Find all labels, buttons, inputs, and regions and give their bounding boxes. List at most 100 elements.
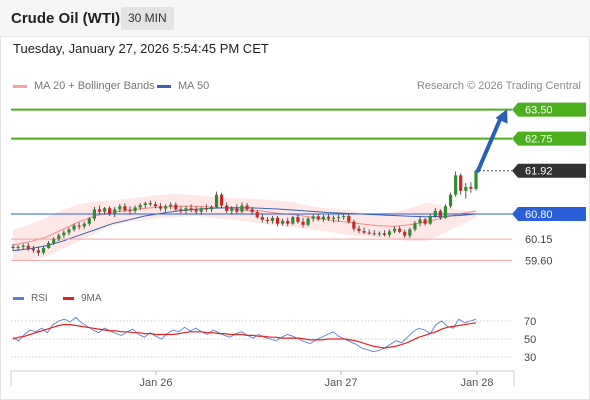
ma9-label: 9MA xyxy=(81,293,102,304)
candle-body xyxy=(275,217,280,224)
timeframe-button[interactable]: 30 MIN xyxy=(121,7,174,30)
rsi-series-9ma xyxy=(12,322,477,349)
candle xyxy=(296,214,300,224)
candle xyxy=(77,222,81,230)
candle-body xyxy=(331,217,336,219)
candle xyxy=(82,221,86,229)
candle-body xyxy=(209,207,214,210)
candle-body xyxy=(169,204,173,207)
candle xyxy=(352,219,356,232)
candle xyxy=(57,233,61,242)
candle xyxy=(16,244,20,251)
candle-body xyxy=(377,233,381,235)
candle-body xyxy=(16,246,20,249)
candle xyxy=(281,218,285,226)
candle-body xyxy=(11,246,15,249)
candle-body xyxy=(52,239,56,243)
candle-body xyxy=(469,186,473,189)
candle-body xyxy=(418,219,422,224)
candle xyxy=(291,215,295,225)
candle-body xyxy=(102,208,107,212)
ma20-label: MA 20 + Bollinger Bands xyxy=(34,80,155,92)
candle-body xyxy=(220,194,224,206)
candle xyxy=(423,217,427,226)
projection-arrow-head xyxy=(495,109,508,124)
candle-body xyxy=(296,217,300,222)
candle-body xyxy=(82,223,86,227)
candle xyxy=(316,214,320,221)
candle-body xyxy=(225,205,229,211)
level-tag-text: 60.80 xyxy=(525,209,553,221)
ma20-line xyxy=(12,205,477,246)
candle-body xyxy=(21,245,25,247)
candle xyxy=(41,245,46,255)
candle-body xyxy=(133,207,137,211)
candle-body xyxy=(31,248,35,251)
candle xyxy=(31,245,35,253)
candle-body xyxy=(270,217,275,221)
x-tick-label: Jan 28 xyxy=(460,377,493,389)
level-tag-bg xyxy=(512,131,586,146)
candle xyxy=(209,205,214,213)
candle-body xyxy=(158,206,163,209)
candle-body xyxy=(454,175,458,195)
candle-body xyxy=(301,221,305,225)
candle-body xyxy=(153,204,158,207)
candle xyxy=(428,214,432,225)
candle xyxy=(408,227,412,238)
candle xyxy=(194,206,198,214)
candle xyxy=(362,227,366,235)
candle xyxy=(72,223,76,232)
level-tag-62.75: 62.75 xyxy=(512,131,586,146)
candle-body xyxy=(214,194,219,208)
candle-body xyxy=(47,243,51,249)
candle-body xyxy=(382,233,387,235)
candle-body xyxy=(392,228,397,232)
header-bar: Crude Oil (WTI) 30 MIN xyxy=(0,0,590,37)
candle xyxy=(225,202,229,214)
candle xyxy=(260,214,264,223)
copyright-notice: Research © 2026 Trading Central xyxy=(416,80,581,92)
level-tag-text: 62.75 xyxy=(525,134,553,146)
candle-body xyxy=(357,228,361,232)
candle xyxy=(174,202,178,211)
candle xyxy=(97,205,102,214)
candle-body xyxy=(408,229,412,236)
candle-body xyxy=(464,186,468,191)
candle-body xyxy=(230,208,234,211)
candle xyxy=(464,183,468,199)
candle xyxy=(469,182,473,193)
candle xyxy=(372,230,376,236)
candle xyxy=(108,206,112,216)
candle-body xyxy=(352,221,356,229)
candle-body xyxy=(138,205,142,208)
candle-body xyxy=(342,215,346,218)
legend-rsi: RSI xyxy=(13,293,48,304)
candle xyxy=(52,237,56,245)
candle-body xyxy=(316,216,320,220)
level-tag-60.80: 60.80 xyxy=(512,207,586,221)
candle-body xyxy=(428,215,432,224)
candle-body xyxy=(260,217,264,220)
candle xyxy=(301,217,305,228)
candle-body xyxy=(199,208,203,212)
candle xyxy=(67,227,71,236)
candle-body xyxy=(179,209,183,211)
candle-body xyxy=(367,232,371,234)
candle xyxy=(413,220,417,232)
candle-body xyxy=(97,209,102,212)
candle xyxy=(148,200,152,207)
rsi-tick-70: 70 xyxy=(524,316,536,328)
candle xyxy=(433,208,437,218)
candle-body xyxy=(113,209,117,214)
x-tick-label: Jan 26 xyxy=(139,377,172,389)
candle xyxy=(367,229,371,235)
candle-body xyxy=(92,209,97,219)
candle xyxy=(474,169,478,191)
candle-body xyxy=(87,218,91,224)
candle xyxy=(220,192,224,209)
instrument-title: Crude Oil (WTI) xyxy=(11,10,121,27)
candle-body xyxy=(128,210,132,212)
candle-body xyxy=(306,218,310,225)
